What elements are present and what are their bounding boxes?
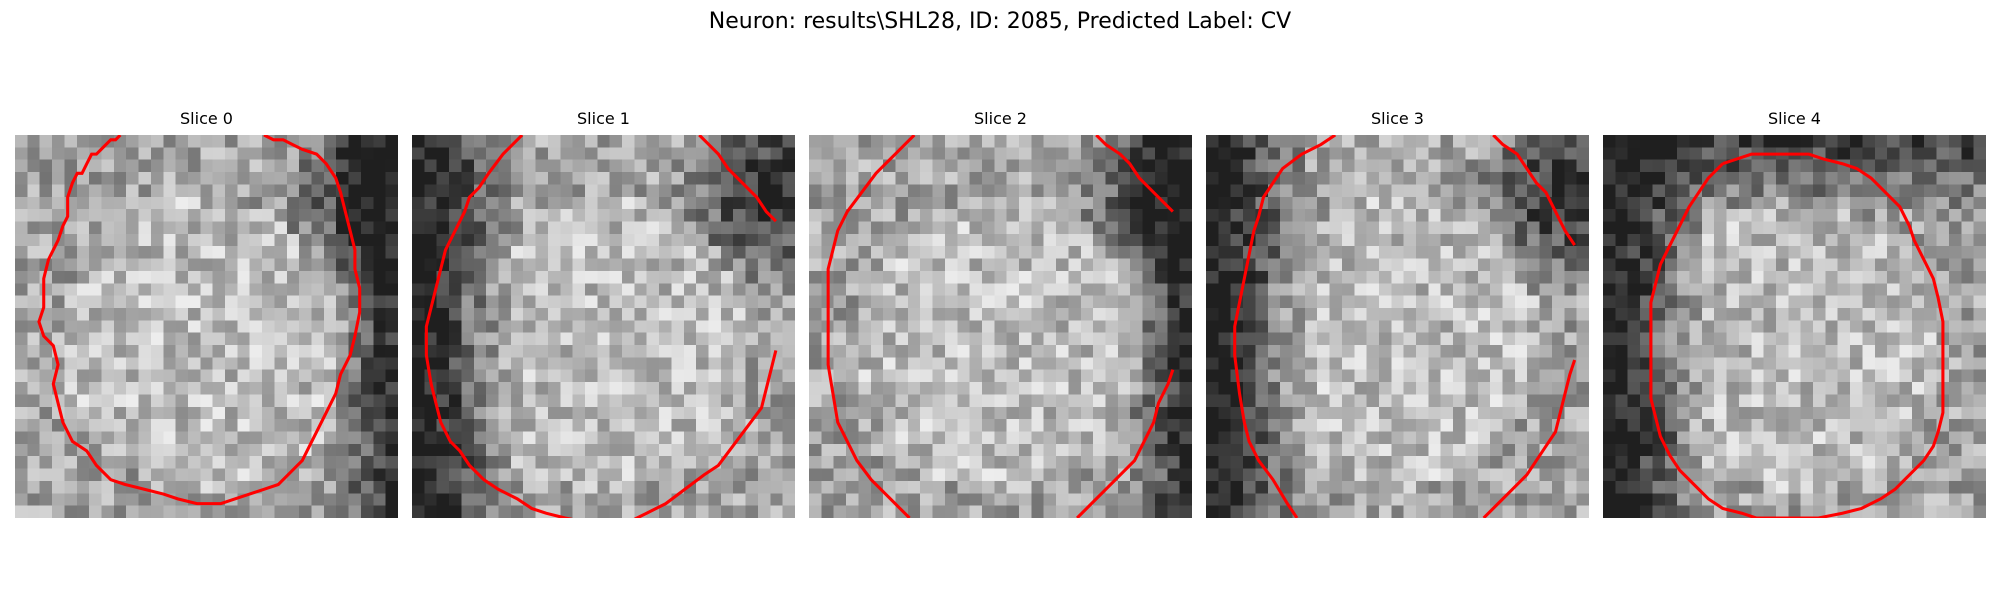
segmentation-outline <box>1076 369 1175 518</box>
figure-title: Neuron: results\SHL28, ID: 2085, Predict… <box>708 9 1292 34</box>
slice-svg <box>1206 135 1589 518</box>
pixel-grid <box>809 135 1192 518</box>
segmentation-outline <box>698 135 777 223</box>
pixel-grid <box>1206 135 1589 518</box>
pixel-grid <box>412 135 795 518</box>
pixel-grid <box>1603 135 1986 518</box>
panel-title: Slice 4 <box>1768 109 1821 128</box>
segmentation-outline <box>1482 359 1577 518</box>
segmentation-outline <box>1649 152 1945 518</box>
segmentation-outline <box>1233 135 1337 518</box>
pixel-grid <box>15 135 398 518</box>
panel-slice-0: Slice 0 <box>15 108 398 518</box>
slice-svg <box>809 135 1192 518</box>
panel-slice-1: Slice 1 <box>412 108 795 518</box>
panel-slice-4: Slice 4 <box>1603 108 1986 518</box>
slice-image <box>412 135 795 518</box>
slice-image <box>15 135 398 518</box>
slice-svg <box>1603 135 1986 518</box>
segmentation-outline <box>826 135 916 518</box>
segmentation-outline <box>1095 135 1174 213</box>
panel-title: Slice 2 <box>974 109 1027 128</box>
panel-title: Slice 0 <box>180 109 233 128</box>
slice-image <box>1603 135 1986 518</box>
slice-image <box>1206 135 1589 518</box>
panel-title: Slice 3 <box>1371 109 1424 128</box>
segmentation-outline <box>424 135 574 518</box>
segmentation-outline <box>1492 135 1576 246</box>
slice-svg <box>15 135 398 518</box>
segmentation-outline <box>633 350 778 518</box>
panel-title: Slice 1 <box>577 109 630 128</box>
slice-svg <box>412 135 795 518</box>
panel-slice-2: Slice 2 <box>809 108 1192 518</box>
panel-slice-3: Slice 3 <box>1206 108 1589 518</box>
segmentation-outline <box>37 135 362 506</box>
slice-image <box>809 135 1192 518</box>
